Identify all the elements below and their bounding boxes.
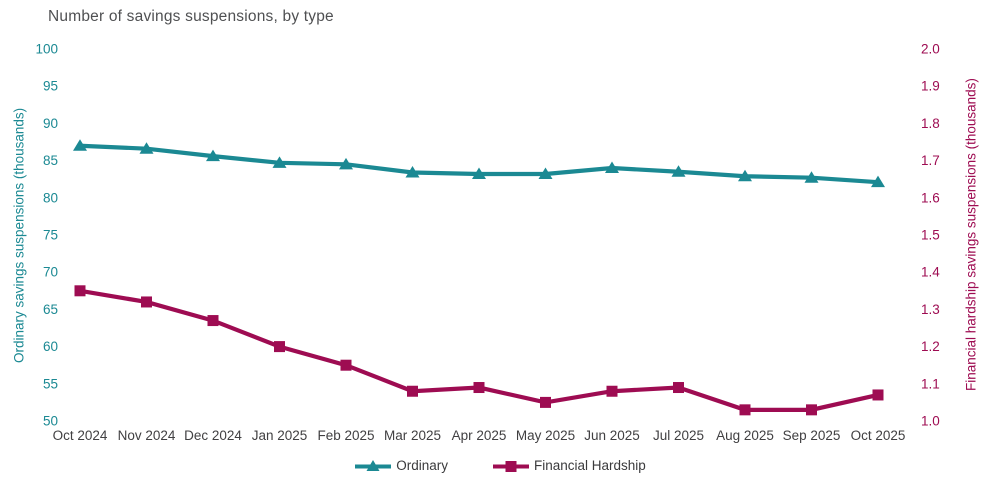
data-point-financial-hardship bbox=[207, 315, 219, 327]
chart-title: Number of savings suspensions, by type bbox=[48, 8, 334, 25]
legend: Ordinary Financial Hardship bbox=[0, 458, 1000, 473]
x-axis-tick-label: Oct 2025 bbox=[851, 428, 906, 443]
left-axis-tick-label: 85 bbox=[43, 153, 58, 168]
data-point-ordinary bbox=[272, 156, 287, 168]
left-axis-tick-label: 80 bbox=[43, 190, 58, 205]
legend-item-financial-hardship: Financial Hardship bbox=[492, 458, 646, 473]
left-axis-tick-label: 55 bbox=[43, 376, 58, 391]
right-axis-tick-label: 2.0 bbox=[921, 42, 940, 57]
data-point-financial-hardship bbox=[141, 296, 152, 308]
data-point-ordinary bbox=[73, 139, 87, 151]
left-axis-tick-label: 90 bbox=[43, 116, 58, 131]
left-axis-tick-label: 60 bbox=[43, 339, 58, 354]
left-axis-tick-label: 50 bbox=[43, 414, 58, 429]
x-axis-tick-label: May 2025 bbox=[516, 428, 575, 443]
right-axis-tick-label: 1.3 bbox=[921, 302, 940, 317]
data-point-ordinary bbox=[139, 142, 154, 154]
x-axis-tick-label: Mar 2025 bbox=[384, 428, 441, 443]
financial-hardship-line-square-marker-icon bbox=[492, 460, 529, 472]
data-point-financial-hardship bbox=[872, 389, 884, 401]
x-axis-tick-label: Jun 2025 bbox=[584, 428, 640, 443]
right-axis-tick-label: 1.6 bbox=[921, 190, 940, 205]
legend-label-ordinary: Ordinary bbox=[396, 458, 448, 473]
legend-item-ordinary: Ordinary bbox=[354, 458, 448, 473]
data-point-ordinary bbox=[538, 167, 553, 179]
ordinary-line-triangle-marker-icon bbox=[355, 459, 392, 471]
data-point-financial-hardship bbox=[540, 396, 551, 408]
x-axis-tick-label: Jan 2025 bbox=[252, 428, 308, 443]
left-axis-tick-label: 75 bbox=[43, 228, 58, 243]
x-axis-tick-label: Aug 2025 bbox=[716, 428, 774, 443]
right-axis-tick-label: 1.4 bbox=[921, 265, 940, 280]
data-point-financial-hardship bbox=[673, 382, 684, 394]
x-axis-tick-label: Jul 2025 bbox=[653, 428, 704, 443]
x-axis-tick-label: Feb 2025 bbox=[317, 428, 374, 443]
right-axis-title: Financial hardship savings suspensions (… bbox=[963, 78, 979, 392]
data-point-financial-hardship bbox=[407, 385, 418, 397]
left-axis-tick-label: 95 bbox=[43, 79, 58, 94]
right-axis-tick-label: 1.8 bbox=[921, 116, 940, 131]
left-axis-tick-label: 70 bbox=[43, 265, 58, 280]
financial-hardship-legend-square bbox=[505, 460, 517, 472]
data-point-ordinary bbox=[871, 175, 885, 188]
left-axis-tick-label: 65 bbox=[43, 302, 58, 317]
right-axis-tick-label: 1.2 bbox=[921, 339, 940, 354]
data-point-financial-hardship bbox=[739, 404, 751, 416]
right-axis-tick-label: 1.0 bbox=[921, 414, 940, 429]
data-point-financial-hardship bbox=[340, 359, 352, 371]
x-axis-tick-label: Nov 2024 bbox=[118, 428, 176, 443]
data-point-financial-hardship bbox=[473, 382, 485, 394]
x-axis-tick-label: Sep 2025 bbox=[783, 428, 841, 443]
data-point-financial-hardship bbox=[806, 404, 817, 416]
data-point-ordinary bbox=[405, 166, 420, 178]
data-point-ordinary bbox=[472, 167, 486, 179]
data-point-ordinary bbox=[738, 169, 752, 182]
right-axis-tick-label: 1.1 bbox=[921, 376, 940, 391]
x-axis-tick-label: Dec 2024 bbox=[184, 428, 242, 443]
right-axis-tick-label: 1.7 bbox=[921, 153, 940, 168]
right-axis-tick-label: 1.5 bbox=[921, 228, 940, 243]
data-point-financial-hardship bbox=[74, 285, 86, 297]
data-point-ordinary bbox=[206, 149, 220, 162]
legend-label-financial-hardship: Financial Hardship bbox=[533, 458, 646, 473]
data-point-financial-hardship bbox=[606, 385, 618, 397]
data-point-ordinary bbox=[671, 165, 686, 177]
x-axis-tick-label: Oct 2024 bbox=[53, 428, 108, 443]
ordinary-legend-triangle bbox=[366, 459, 380, 471]
data-point-financial-hardship bbox=[274, 341, 285, 353]
x-axis-tick-label: Apr 2025 bbox=[452, 428, 507, 443]
data-point-ordinary bbox=[804, 171, 819, 183]
left-axis-tick-label: 100 bbox=[35, 42, 58, 57]
data-point-ordinary bbox=[605, 161, 619, 174]
data-point-ordinary bbox=[339, 157, 353, 170]
right-axis-tick-label: 1.9 bbox=[921, 79, 940, 94]
left-axis-title: Ordinary savings suspensions (thousands) bbox=[11, 107, 27, 363]
